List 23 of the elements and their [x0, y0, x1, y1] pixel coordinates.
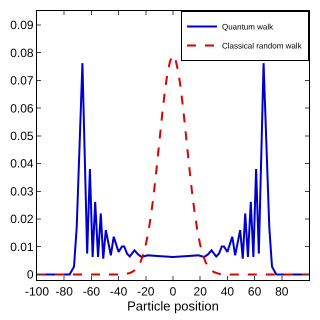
- y-tick-label: 0.08: [10, 46, 34, 60]
- y-tick-label: 0.02: [10, 212, 34, 226]
- x-tick-label: -40: [110, 284, 128, 298]
- x-tick-label: 60: [248, 284, 262, 298]
- x-tick-label: -80: [56, 284, 74, 298]
- y-tick-label: 0.04: [10, 156, 34, 171]
- x-tick-label: 80: [275, 284, 289, 298]
- y-tick-label: 0.01: [10, 240, 34, 254]
- x-tick-label: 0: [170, 284, 177, 298]
- x-tick-label: -20: [137, 284, 155, 298]
- x-tick-label: -100: [24, 284, 50, 298]
- x-tick-label: 40: [220, 284, 234, 298]
- y-tick-label: 0.09: [10, 18, 34, 32]
- y-tick-label: 0.05: [10, 128, 34, 143]
- y-tick-label: 0.07: [10, 74, 34, 88]
- y-tick-label: 0.03: [10, 184, 34, 198]
- x-tick-label: 20: [194, 284, 208, 298]
- x-axis-title: Particle position: [127, 298, 219, 314]
- x-tick-label: -60: [82, 284, 100, 298]
- legend-label: Quantum walk: [222, 22, 274, 32]
- y-tick-label: 0.06: [10, 101, 34, 116]
- legend-label: Classical random walk: [222, 42, 303, 51]
- y-tick-label: 0: [26, 268, 34, 282]
